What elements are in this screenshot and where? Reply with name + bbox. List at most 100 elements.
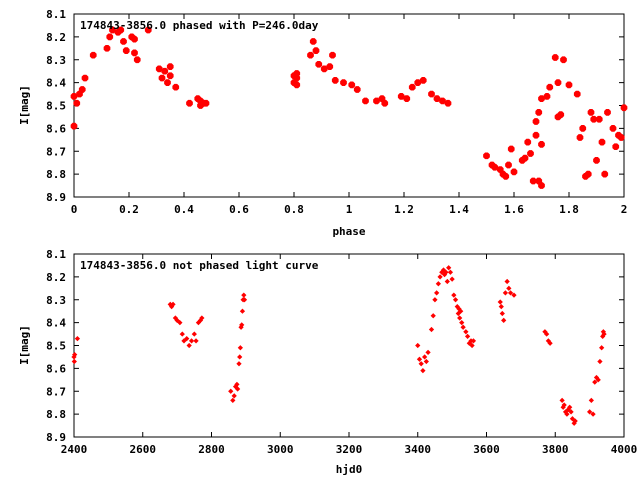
data-point bbox=[312, 47, 320, 54]
data-point bbox=[444, 278, 450, 285]
data-point bbox=[437, 274, 443, 280]
data-point bbox=[73, 99, 81, 107]
x-tick-label: 1 bbox=[346, 203, 353, 216]
data-point bbox=[604, 109, 611, 116]
data-point bbox=[502, 290, 509, 296]
data-point bbox=[408, 83, 416, 91]
y-tick-label: 8.3 bbox=[46, 54, 66, 67]
y-tick-label: 8.7 bbox=[46, 385, 66, 398]
data-point bbox=[199, 315, 205, 321]
data-point bbox=[538, 95, 545, 102]
data-point bbox=[507, 290, 514, 296]
data-point bbox=[573, 90, 581, 98]
data-point bbox=[469, 342, 475, 349]
data-point bbox=[538, 141, 545, 148]
data-point bbox=[470, 338, 477, 344]
data-point bbox=[419, 76, 427, 84]
data-point bbox=[74, 336, 81, 342]
data-points bbox=[71, 265, 607, 426]
data-point bbox=[120, 38, 127, 45]
y-tick-label: 8.4 bbox=[46, 77, 66, 90]
data-point bbox=[231, 393, 237, 399]
data-point bbox=[458, 308, 464, 314]
data-point bbox=[498, 303, 504, 310]
data-point bbox=[568, 409, 574, 415]
data-point bbox=[564, 411, 570, 417]
y-tick-label: 8.1 bbox=[46, 8, 66, 21]
data-point bbox=[239, 322, 245, 328]
y-tick-label: 8.2 bbox=[46, 271, 66, 284]
data-point bbox=[463, 329, 469, 335]
data-point bbox=[464, 333, 471, 339]
data-point bbox=[71, 358, 77, 365]
data-point bbox=[170, 301, 176, 307]
data-point bbox=[434, 290, 440, 296]
data-point bbox=[177, 320, 183, 326]
data-point bbox=[241, 292, 247, 298]
data-point bbox=[103, 44, 111, 52]
data-point bbox=[241, 297, 248, 303]
y-tick-label: 8.7 bbox=[46, 145, 66, 158]
data-point bbox=[293, 81, 301, 89]
data-point bbox=[193, 338, 199, 344]
x-tick-label: 2 bbox=[621, 203, 628, 216]
y-tick-label: 8.1 bbox=[46, 248, 66, 261]
data-point bbox=[353, 86, 361, 93]
data-point bbox=[529, 177, 537, 185]
data-point bbox=[155, 65, 163, 73]
data-point bbox=[535, 109, 543, 116]
data-point bbox=[538, 182, 545, 189]
data-point bbox=[452, 297, 459, 303]
data-point bbox=[362, 97, 369, 105]
data-point bbox=[309, 38, 317, 45]
data-point bbox=[326, 63, 334, 70]
plot-frame bbox=[73, 253, 625, 438]
data-point bbox=[166, 63, 174, 70]
y-tick-label: 8.2 bbox=[46, 31, 66, 44]
data-point bbox=[457, 315, 463, 321]
y-tick-label: 8.6 bbox=[46, 122, 66, 135]
data-point bbox=[131, 35, 138, 43]
data-point bbox=[447, 269, 454, 275]
data-point bbox=[449, 276, 455, 282]
data-point bbox=[554, 79, 562, 86]
data-point bbox=[430, 313, 436, 319]
data-point bbox=[595, 115, 603, 123]
data-point bbox=[179, 331, 185, 337]
x-tick-label: 2400 bbox=[61, 443, 88, 456]
chart-phased: 0 0.2 0.4 0.6 0.8 1 1.2 1.4 1.6 1.8 2 8.1 8.2 8.3 8.4 8… bbox=[18, 8, 628, 238]
data-point bbox=[598, 138, 606, 146]
x-axis-label: phase bbox=[332, 225, 365, 238]
data-point bbox=[595, 377, 601, 383]
y-tick-label: 8.8 bbox=[46, 408, 66, 421]
data-point bbox=[559, 397, 565, 404]
x-tick-label: 3400 bbox=[405, 443, 432, 456]
data-point bbox=[320, 65, 328, 73]
x-tick-label: 3800 bbox=[542, 443, 569, 456]
axis-ticks: 0 0.2 0.4 0.6 0.8 1 1.2 1.4 1.6 1.8 2 8.1 8.2 8.3 8.4 8… bbox=[46, 8, 627, 216]
data-point bbox=[414, 79, 422, 86]
data-point bbox=[532, 118, 540, 125]
data-point bbox=[590, 115, 598, 123]
x-tick-label: 4000 bbox=[611, 443, 638, 456]
data-point bbox=[567, 404, 573, 410]
data-point bbox=[491, 163, 499, 171]
data-point bbox=[444, 99, 452, 107]
data-point bbox=[133, 56, 141, 64]
x-tick-label: 1.8 bbox=[559, 203, 579, 216]
data-point bbox=[579, 125, 587, 132]
data-point bbox=[502, 173, 510, 180]
data-point bbox=[117, 26, 125, 34]
data-point bbox=[587, 409, 593, 415]
x-tick-label: 1.6 bbox=[504, 203, 524, 216]
chart-title: 174843-3856.0 not phased light curve bbox=[80, 259, 319, 272]
x-tick-label: 0.2 bbox=[119, 203, 139, 216]
data-point bbox=[561, 402, 567, 408]
data-point bbox=[70, 92, 78, 100]
x-tick-label: 2800 bbox=[198, 443, 225, 456]
data-point bbox=[106, 33, 114, 41]
x-tick-label: 3000 bbox=[267, 443, 294, 456]
data-point bbox=[543, 92, 551, 100]
data-point bbox=[432, 297, 438, 303]
y-tick-label: 8.3 bbox=[46, 294, 66, 307]
